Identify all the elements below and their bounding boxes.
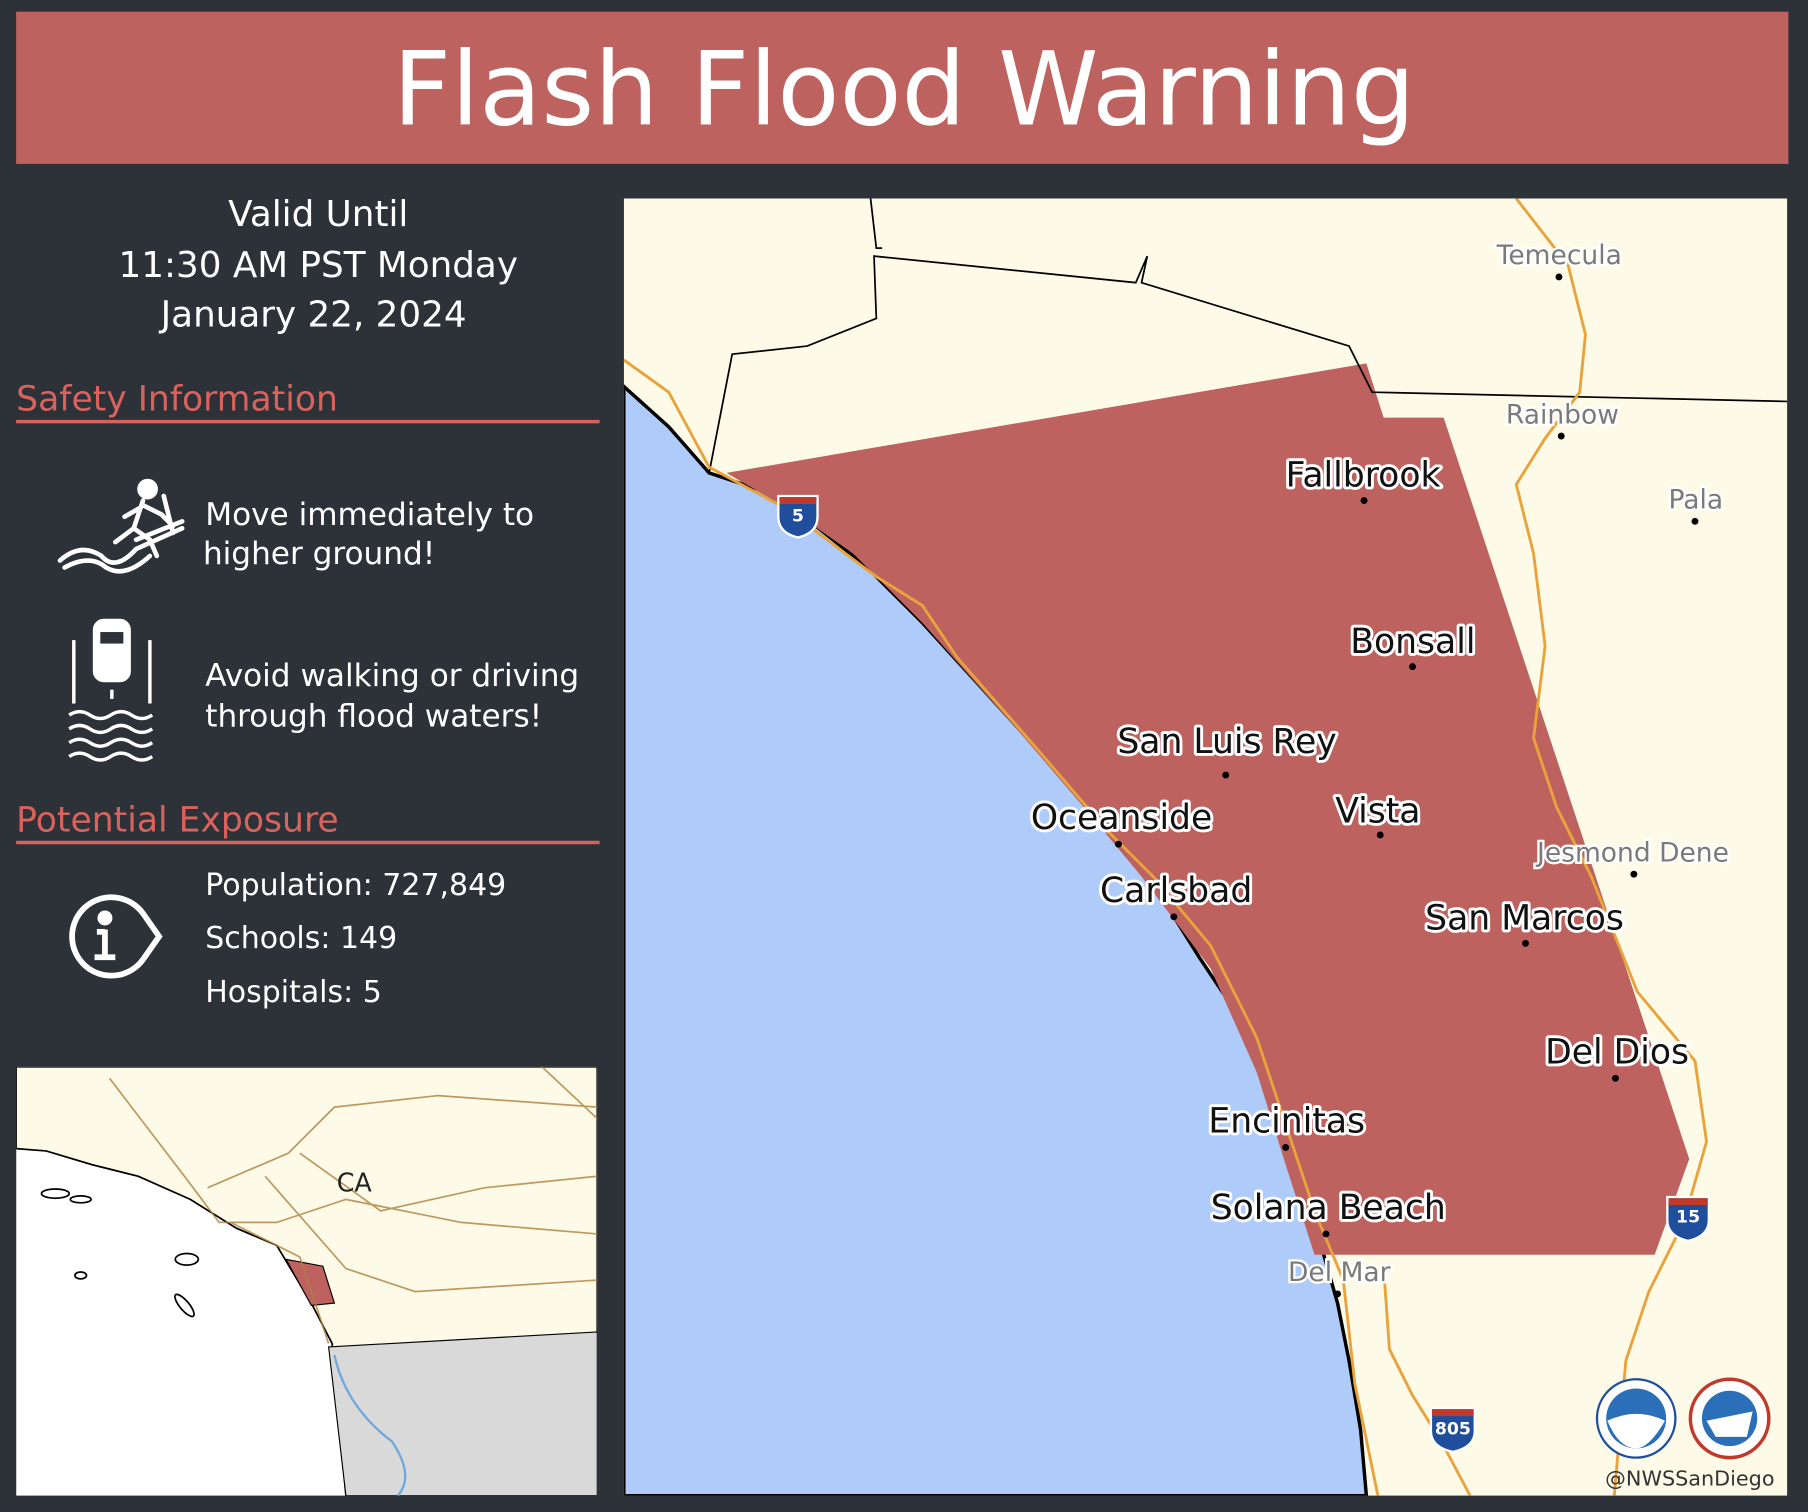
exposure-text: Hospitals: 5	[205, 975, 382, 1010]
place-label: Fallbrook	[1286, 456, 1441, 496]
shield-label: 805	[1435, 1420, 1471, 1440]
place-label: Solana Beach	[1211, 1188, 1446, 1228]
place-label: Vista	[1335, 791, 1420, 831]
interstate-shield: 805	[1429, 1406, 1476, 1454]
place-label: Jesmond Dene	[1535, 838, 1729, 869]
place-label: San Luis Rey	[1117, 722, 1336, 762]
valid-line: January 22, 2024	[159, 294, 467, 335]
interstate-shield: 5	[777, 494, 819, 539]
place-label: Temecula	[1496, 240, 1622, 271]
exposure-text: Schools: 149	[205, 921, 397, 956]
safety-text: through flood waters!	[205, 699, 542, 735]
inset-map: CA	[16, 1066, 598, 1496]
valid-line: 11:30 AM PST Monday	[119, 245, 518, 286]
section-heading: Safety Information	[16, 380, 338, 420]
credit: @NWSSanDiego	[1605, 1466, 1774, 1490]
place-label: Bonsall	[1350, 622, 1475, 662]
divider	[16, 840, 600, 845]
inset-label: CA	[337, 1167, 373, 1197]
safety-text: higher ground!	[203, 536, 435, 572]
safety-text: Move immediately to	[205, 497, 534, 533]
nws-logo	[1688, 1377, 1771, 1460]
valid-line: Valid Until	[228, 194, 408, 235]
place-label: Del Dios	[1545, 1032, 1689, 1072]
place-label: Pala	[1668, 485, 1723, 516]
title: Flash Flood Warning	[393, 31, 1416, 149]
place-label: San Marcos	[1425, 899, 1624, 939]
run-icon	[57, 478, 185, 574]
place-dots	[1115, 273, 1699, 1298]
exposure-text: Population: 727,849	[205, 868, 506, 903]
section-heading: Potential Exposure	[16, 801, 339, 841]
place-label: Rainbow	[1506, 399, 1619, 430]
info-icon	[69, 894, 163, 979]
place-label: Del Mar	[1288, 1257, 1391, 1288]
shield-label: 15	[1676, 1207, 1700, 1227]
safety-text: Avoid walking or driving	[205, 658, 579, 694]
car-icon	[68, 618, 154, 762]
header-bar	[16, 11, 1789, 164]
main-map: Fallbrook Bonsall San Luis Rey Oceanside…	[623, 198, 1788, 1496]
place-label: Oceanside	[1031, 798, 1212, 838]
divider	[16, 419, 600, 424]
place-label: Carlsbad	[1100, 871, 1252, 911]
noaa-logo	[1595, 1378, 1677, 1459]
shield-label: 5	[792, 506, 804, 526]
interstate-shield: 15	[1666, 1195, 1710, 1243]
place-label: Encinitas	[1208, 1101, 1365, 1141]
